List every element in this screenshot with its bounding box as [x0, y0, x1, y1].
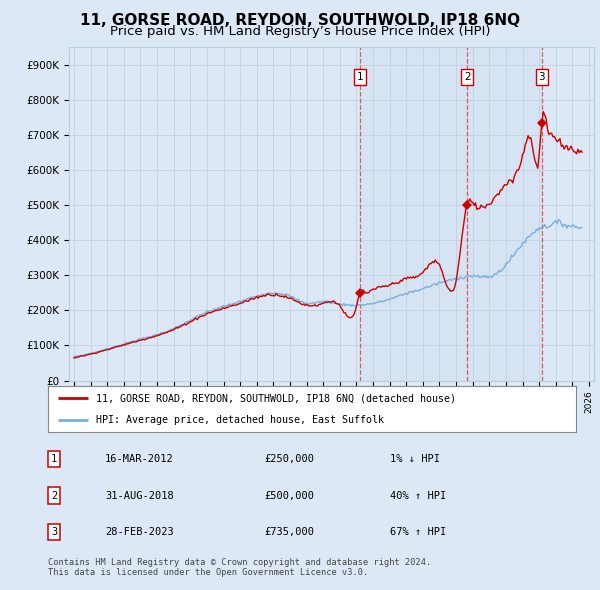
Text: 2: 2 [464, 72, 470, 82]
Text: Contains HM Land Registry data © Crown copyright and database right 2024.
This d: Contains HM Land Registry data © Crown c… [48, 558, 431, 577]
Text: HPI: Average price, detached house, East Suffolk: HPI: Average price, detached house, East… [95, 415, 383, 425]
Text: Price paid vs. HM Land Registry’s House Price Index (HPI): Price paid vs. HM Land Registry’s House … [110, 25, 490, 38]
Text: £500,000: £500,000 [264, 491, 314, 500]
Text: 11, GORSE ROAD, REYDON, SOUTHWOLD, IP18 6NQ: 11, GORSE ROAD, REYDON, SOUTHWOLD, IP18 … [80, 13, 520, 28]
Text: 3: 3 [51, 527, 57, 537]
Text: 11, GORSE ROAD, REYDON, SOUTHWOLD, IP18 6NQ (detached house): 11, GORSE ROAD, REYDON, SOUTHWOLD, IP18 … [95, 394, 455, 404]
Text: 16-MAR-2012: 16-MAR-2012 [105, 454, 174, 464]
Text: 1: 1 [51, 454, 57, 464]
Text: 1% ↓ HPI: 1% ↓ HPI [390, 454, 440, 464]
Text: 31-AUG-2018: 31-AUG-2018 [105, 491, 174, 500]
Text: 28-FEB-2023: 28-FEB-2023 [105, 527, 174, 537]
Text: £735,000: £735,000 [264, 527, 314, 537]
Text: 1: 1 [356, 72, 363, 82]
Text: 67% ↑ HPI: 67% ↑ HPI [390, 527, 446, 537]
Bar [467, 47, 542, 381]
Text: £250,000: £250,000 [264, 454, 314, 464]
Text: 40% ↑ HPI: 40% ↑ HPI [390, 491, 446, 500]
Text: 2: 2 [51, 491, 57, 500]
Text: 3: 3 [539, 72, 545, 82]
Bar [360, 47, 467, 381]
